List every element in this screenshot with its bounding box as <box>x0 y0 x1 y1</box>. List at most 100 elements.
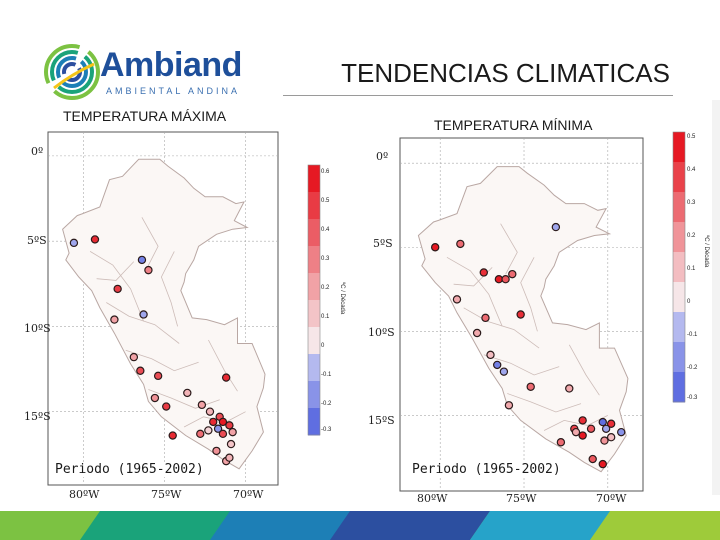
colorbar-segment <box>673 282 685 313</box>
footer-stripe <box>470 511 630 540</box>
lat-label-0: 0º <box>31 145 44 158</box>
colorbar-frame <box>307 164 321 436</box>
station-point <box>213 424 223 433</box>
station-point <box>551 222 561 232</box>
station-point <box>526 382 535 391</box>
lon-label-75w: 75ºW <box>506 492 537 505</box>
map-title-temperatura-maxima: TEMPERATURA MÁXIMA <box>63 108 227 124</box>
colorbar-tick: -0.3 <box>321 427 332 433</box>
colorbar-tick: -0.1 <box>687 332 698 338</box>
station-point <box>153 371 163 381</box>
station-point <box>565 384 574 393</box>
peru-outline <box>62 158 266 470</box>
station-point <box>479 268 488 277</box>
colorbar-segment <box>308 219 320 247</box>
colorbar-segment <box>673 342 685 373</box>
station-point <box>69 238 79 248</box>
station-point <box>150 393 160 403</box>
colorbar-tick: 0.4 <box>321 227 330 233</box>
colorbar-segment <box>673 222 685 253</box>
station-point <box>144 265 153 275</box>
station-point <box>501 275 510 284</box>
title-divider <box>283 95 673 96</box>
station-point <box>430 243 440 252</box>
colorbar-segment <box>673 372 685 403</box>
colorbar-tick: 0.3 <box>321 256 330 262</box>
colorbar-segment <box>673 132 685 163</box>
ambiand-logo-icon <box>44 44 100 100</box>
period-label: Periodo (1965-2002) <box>53 462 206 477</box>
station-point <box>452 295 462 304</box>
station-point <box>486 350 495 360</box>
colorbar-tick: -0.2 <box>321 401 332 407</box>
colorbar-segment <box>308 165 320 193</box>
colorbar-segment <box>308 192 320 220</box>
department-boundary <box>89 251 144 322</box>
station-point <box>129 352 139 362</box>
station-point <box>601 424 611 434</box>
department-boundary <box>463 307 540 349</box>
colorbar-tick: -0.2 <box>687 365 698 371</box>
station-point <box>617 427 626 437</box>
colorbar-segment <box>673 192 685 223</box>
footer-stripe <box>80 511 240 540</box>
station-point <box>139 310 148 319</box>
lon-label-80w: 80ºW <box>69 488 100 501</box>
department-boundary <box>96 261 135 281</box>
station-point <box>556 438 566 447</box>
department-boundary <box>208 339 238 392</box>
lat-label-5s: 5ºS <box>373 237 393 250</box>
lat-label-10s: 10ºS <box>24 322 51 335</box>
station-point <box>136 366 145 375</box>
lon-label-80w: 80ºW <box>417 492 448 505</box>
station-point <box>516 310 525 319</box>
station-point <box>221 373 231 382</box>
station-point <box>588 454 597 464</box>
station-point <box>110 315 119 324</box>
footer-color-band <box>0 511 720 540</box>
lon-label-70w: 70ºW <box>596 492 627 505</box>
department-boundary <box>106 302 180 344</box>
station-point <box>197 400 207 410</box>
department-boundary <box>568 344 600 396</box>
station-point <box>598 459 607 469</box>
station-point <box>598 417 607 427</box>
station-point <box>168 431 177 440</box>
station-point <box>113 284 122 294</box>
station-point <box>456 239 465 249</box>
station-point <box>209 417 218 427</box>
peru-outline <box>417 166 629 473</box>
map-temperatura-minima <box>399 131 686 492</box>
map-temperatura-maxima <box>47 131 321 486</box>
department-boundary <box>125 349 199 372</box>
side-strip <box>712 100 720 495</box>
department-boundary <box>543 415 608 431</box>
station-point <box>183 388 192 398</box>
lat-label-15s: 15ºS <box>24 410 51 423</box>
colorbar-tick: -0.1 <box>321 372 332 378</box>
station-point <box>508 269 517 279</box>
colorbar-frame <box>672 131 686 403</box>
station-point <box>90 235 100 244</box>
department-boundary <box>160 251 178 327</box>
lon-label-70w: 70ºW <box>233 488 264 501</box>
slide-title: TENDENCIAS CLIMATICAS <box>341 58 670 88</box>
station-point <box>606 433 616 442</box>
station-point <box>578 416 587 425</box>
colorbar-tick: 0.5 <box>687 134 696 140</box>
colorbar-tick: 0 <box>321 343 325 349</box>
colorbar-tick: 0.1 <box>321 314 330 320</box>
station-point <box>499 367 509 376</box>
colorbar-tick: 0.4 <box>687 167 696 173</box>
department-boundary <box>520 257 538 332</box>
colorbar-tick: 0 <box>687 299 691 305</box>
station-point <box>578 431 587 440</box>
station-point <box>225 453 234 462</box>
station-point <box>218 429 228 439</box>
department-boundary <box>500 223 518 275</box>
colorbar-segment <box>308 273 320 301</box>
station-point <box>481 313 490 323</box>
colorbar-tick: 0.2 <box>687 233 696 239</box>
lat-label-15s: 15ºS <box>368 414 395 427</box>
